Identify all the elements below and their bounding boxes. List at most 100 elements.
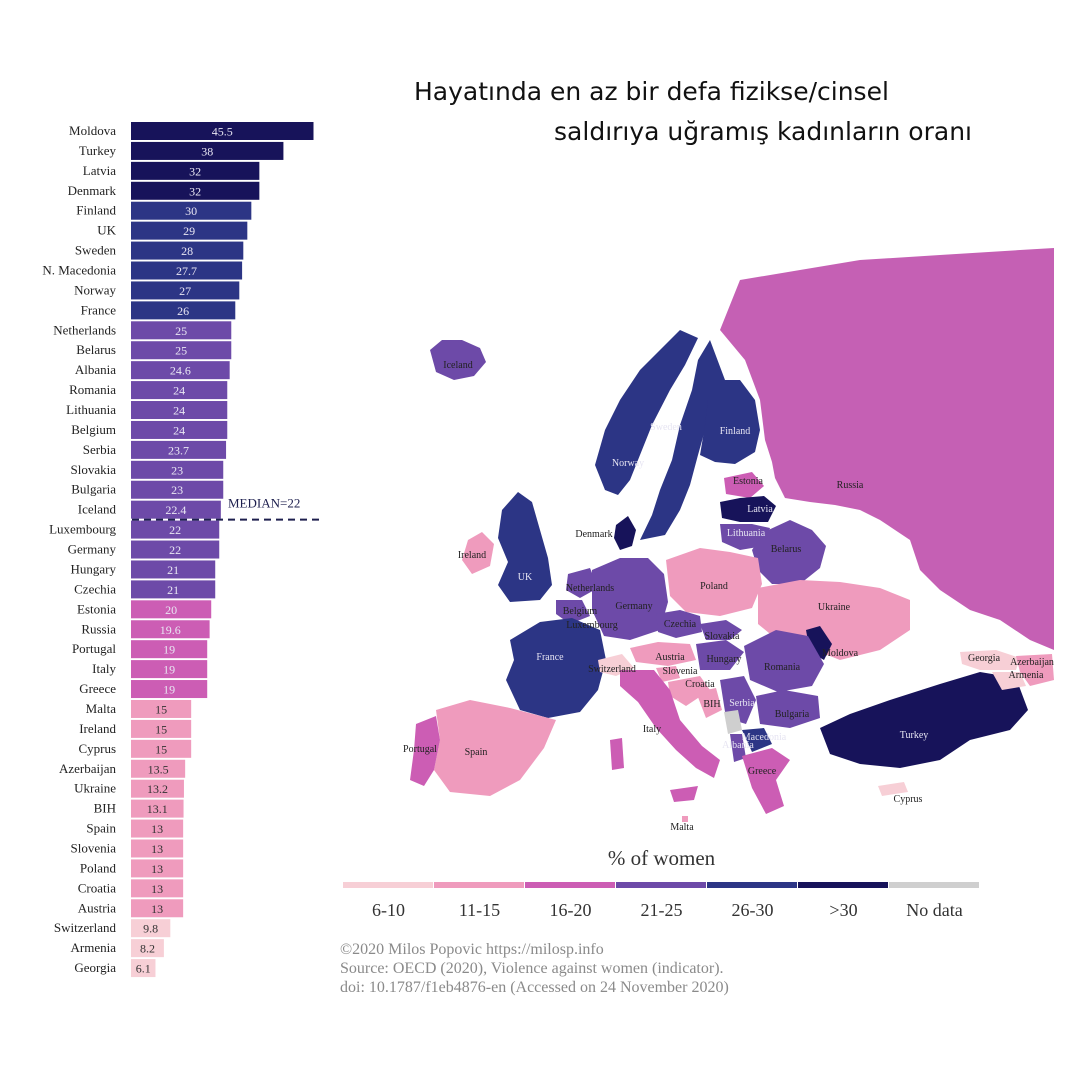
map-label-ireland: Ireland xyxy=(458,550,486,561)
map-region-italy xyxy=(620,670,720,778)
bar-netherlands xyxy=(131,321,232,340)
map-label-macedonia: Macedonia xyxy=(742,732,787,743)
bar-romania xyxy=(131,381,228,400)
map-region-slovenia xyxy=(656,666,680,682)
bar-category-label-slovenia: Slovenia xyxy=(71,840,117,855)
chart-title: Hayatında en az bir defa fizikse/cinsel … xyxy=(380,72,1012,152)
map-region-norway xyxy=(595,330,698,495)
bar-category-label-czechia: Czechia xyxy=(74,581,116,596)
legend-label-over-30: >30 xyxy=(829,900,857,920)
bar-croatia xyxy=(131,879,184,898)
bar-value-label-bih: 13.1 xyxy=(147,802,168,816)
map-label-czechia: Czechia xyxy=(664,619,697,630)
bar-germany xyxy=(131,540,220,559)
map-label-norway: Norway xyxy=(612,458,644,469)
bar-value-label-croatia: 13 xyxy=(151,882,163,896)
map-region-ireland xyxy=(462,532,494,574)
map-region-sicily xyxy=(670,786,698,802)
bar-belarus xyxy=(131,341,232,360)
bar-value-label-switzerland: 9.8 xyxy=(143,922,158,936)
bar-category-label-bulgaria: Bulgaria xyxy=(71,482,116,497)
bar-ukraine xyxy=(131,779,184,798)
map-label-cyprus: Cyprus xyxy=(894,794,923,805)
bar-france xyxy=(131,301,236,320)
bar-category-label-ireland: Ireland xyxy=(79,721,116,736)
map-region-hungary xyxy=(696,640,744,670)
bar-iceland xyxy=(131,500,221,519)
bar-category-label-poland: Poland xyxy=(80,860,117,875)
bar-albania xyxy=(131,361,230,380)
map-label-germany: Germany xyxy=(615,601,652,612)
bar-category-label-italy: Italy xyxy=(92,661,116,676)
map-label-bih: BIH xyxy=(703,699,720,710)
map-label-luxembourg: Luxembourg xyxy=(566,620,617,631)
legend-label-26-30: 26-30 xyxy=(732,900,774,920)
map-region-bih xyxy=(696,688,722,718)
bar-category-label-croatia: Croatia xyxy=(78,880,116,895)
map-region-france xyxy=(506,618,606,718)
bar-category-label-estonia: Estonia xyxy=(77,601,116,616)
bar-value-label-estonia: 20 xyxy=(165,603,177,617)
title-line-2: saldırıya uğramış kadınların oranı xyxy=(554,117,972,146)
map-label-greece: Greece xyxy=(748,766,777,777)
map-label-uk: UK xyxy=(518,572,533,583)
map-region-sardinia xyxy=(610,738,624,770)
map-label-switzerland: Switzerland xyxy=(588,664,636,675)
map-region-slovakia xyxy=(700,620,742,640)
map-region-latvia xyxy=(720,496,776,522)
bar-value-label-serbia: 23.7 xyxy=(168,443,189,457)
bar-serbia xyxy=(131,440,227,459)
map-region-turkey xyxy=(820,672,1028,768)
europe-map: Iceland Norway Sweden Finland Estonia Latvia L… xyxy=(403,248,1054,833)
bar-value-label-georgia: 6.1 xyxy=(136,962,151,976)
bar-value-label-albania: 24.6 xyxy=(170,364,191,378)
bar-category-label-uk: UK xyxy=(97,223,116,238)
map-label-russia: Russia xyxy=(837,480,864,491)
bar-greece xyxy=(131,680,208,699)
bar-czechia xyxy=(131,580,216,599)
bar-malta xyxy=(131,699,192,718)
bar-finland xyxy=(131,201,252,220)
bar-cyprus xyxy=(131,739,192,758)
bar-value-label-sweden: 28 xyxy=(181,244,193,258)
bar-estonia xyxy=(131,600,212,619)
bar-value-label-denmark: 32 xyxy=(189,184,201,198)
bar-value-label-czechia: 21 xyxy=(167,583,179,597)
bar-lithuania xyxy=(131,401,228,420)
map-region-spain xyxy=(434,700,556,796)
bar-switzerland xyxy=(131,919,171,938)
bar-value-label-belarus: 25 xyxy=(175,344,187,358)
bar-value-label-lithuania: 24 xyxy=(173,404,185,418)
bar-value-label-romania: 24 xyxy=(173,384,185,398)
map-label-spain: Spain xyxy=(465,747,488,758)
legend-label-11-15: 11-15 xyxy=(459,900,500,920)
bar-category-label-luxembourg: Luxembourg xyxy=(49,522,116,537)
bar-value-label-malta: 15 xyxy=(155,702,167,716)
legend: 6-10 11-15 16-20 21-25 26-30 >30 No data xyxy=(343,882,979,920)
map-region-azerbaijan xyxy=(1016,654,1054,686)
bar-category-label-norway: Norway xyxy=(74,282,116,297)
bar-latvia xyxy=(131,161,260,180)
bar-value-label-turkey: 38 xyxy=(201,144,213,158)
bar-norway xyxy=(131,281,240,300)
bar-value-label-netherlands: 25 xyxy=(175,324,187,338)
bar-category-label-switzerland: Switzerland xyxy=(54,920,117,935)
bar-value-label-iceland: 22.4 xyxy=(165,503,186,517)
bar-category-label-germany: Germany xyxy=(68,542,117,557)
map-region-no-data xyxy=(724,710,742,734)
legend-swatch-16-20 xyxy=(525,882,615,888)
credit-line-2: Source: OECD (2020), Violence against wo… xyxy=(340,960,724,977)
bar-category-label-sweden: Sweden xyxy=(75,243,117,258)
bar-category-label-iceland: Iceland xyxy=(78,502,117,517)
map-region-belgium xyxy=(556,600,590,624)
bar-chart: Moldova 45.5 Turkey 38 Latvia 32 Denmark 32 Finl… xyxy=(42,122,322,978)
bar-sweden xyxy=(131,241,244,260)
bar-category-label-france: France xyxy=(81,302,117,317)
bar-value-label-azerbaijan: 13.5 xyxy=(148,762,169,776)
legend-label-no-data: No data xyxy=(906,900,962,920)
map-label-turkey: Turkey xyxy=(900,730,929,741)
bar-category-label-cyprus: Cyprus xyxy=(78,741,116,756)
map-region-estonia xyxy=(724,472,764,498)
map-label-romania: Romania xyxy=(764,662,801,673)
bar-category-label-azerbaijan: Azerbaijan xyxy=(59,761,117,776)
